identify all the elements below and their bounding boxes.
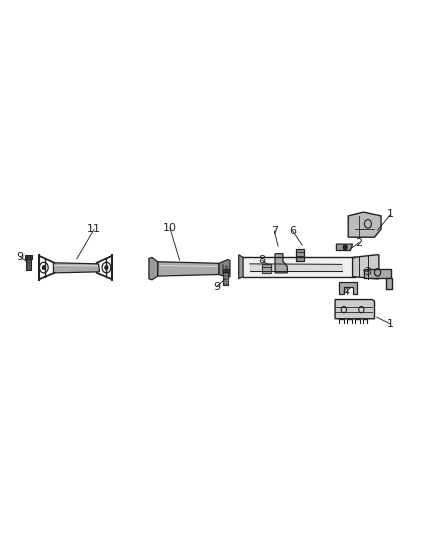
Polygon shape [335,300,374,319]
Polygon shape [275,254,287,273]
Bar [262,264,271,273]
Bar [364,269,391,278]
Text: 4: 4 [343,287,350,297]
Text: 3: 3 [364,267,371,277]
Polygon shape [339,282,357,294]
Text: 6: 6 [289,226,296,236]
Circle shape [105,265,108,270]
Polygon shape [239,255,243,279]
Bar [386,278,392,289]
Bar [223,269,229,272]
Bar [25,255,32,259]
Circle shape [42,265,46,270]
Text: 9: 9 [213,282,220,292]
Circle shape [343,245,347,250]
Polygon shape [353,255,379,279]
Polygon shape [336,244,353,251]
Text: 1: 1 [387,319,394,329]
Bar [223,272,228,285]
Text: 10: 10 [163,223,177,233]
Text: 2: 2 [356,238,363,247]
Text: 11: 11 [87,224,101,234]
Text: 1: 1 [387,209,394,219]
Polygon shape [158,262,219,276]
Polygon shape [53,263,99,273]
Polygon shape [348,212,381,237]
Text: 7: 7 [271,226,278,236]
Text: 8: 8 [258,255,265,265]
Bar [26,259,31,270]
Polygon shape [219,260,230,278]
Text: 9: 9 [17,252,24,262]
Bar [296,249,304,261]
Polygon shape [149,257,158,280]
